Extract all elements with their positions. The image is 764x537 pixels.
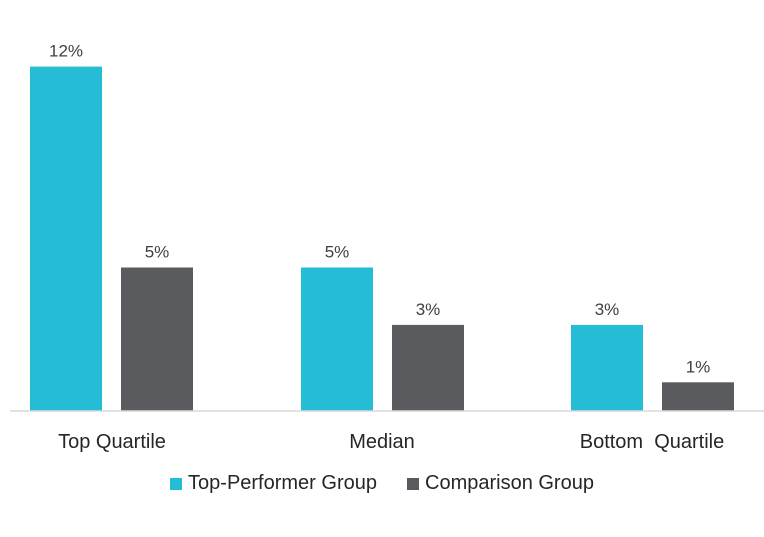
- bar-comparison-0: [121, 267, 193, 411]
- legend-item-top-performer: Top-Performer Group: [170, 472, 377, 495]
- legend-item-comparison: Comparison Group: [407, 472, 594, 495]
- data-label-comparison-1: 3%: [416, 300, 441, 319]
- bar-top-performer-1: [301, 267, 373, 411]
- bar-top-performer-0: [30, 66, 102, 411]
- category-label-1: Median: [349, 431, 415, 453]
- data-label-comparison-2: 1%: [686, 357, 711, 376]
- legend: Top-Performer Group Comparison Group: [0, 472, 764, 495]
- legend-swatch-comparison: [407, 477, 419, 490]
- bar-comparison-1: [392, 324, 464, 411]
- data-label-top-performer-2: 3%: [595, 300, 620, 319]
- legend-label-top-performer: Top-Performer Group: [188, 472, 377, 494]
- bar-comparison-2: [662, 382, 734, 411]
- bar-chart: 12% 5% 3% 5% 3% 1% Top Quartile Median Bottom Q…: [10, 42, 764, 453]
- bars-layer: [30, 66, 734, 411]
- category-label-0: Top Quartile: [58, 431, 166, 453]
- data-label-top-performer-1: 5%: [325, 243, 350, 262]
- data-label-top-performer-0: 12%: [49, 42, 83, 61]
- category-labels-layer: Top Quartile Median Bottom Quartile: [58, 431, 724, 453]
- category-label-2: Bottom Quartile: [580, 431, 725, 453]
- bar-top-performer-2: [571, 324, 643, 411]
- data-labels-layer: 12% 5% 3% 5% 3% 1%: [49, 42, 710, 377]
- legend-label-comparison: Comparison Group: [425, 472, 594, 494]
- data-label-comparison-0: 5%: [145, 243, 170, 262]
- legend-swatch-top-performer: [170, 477, 183, 490]
